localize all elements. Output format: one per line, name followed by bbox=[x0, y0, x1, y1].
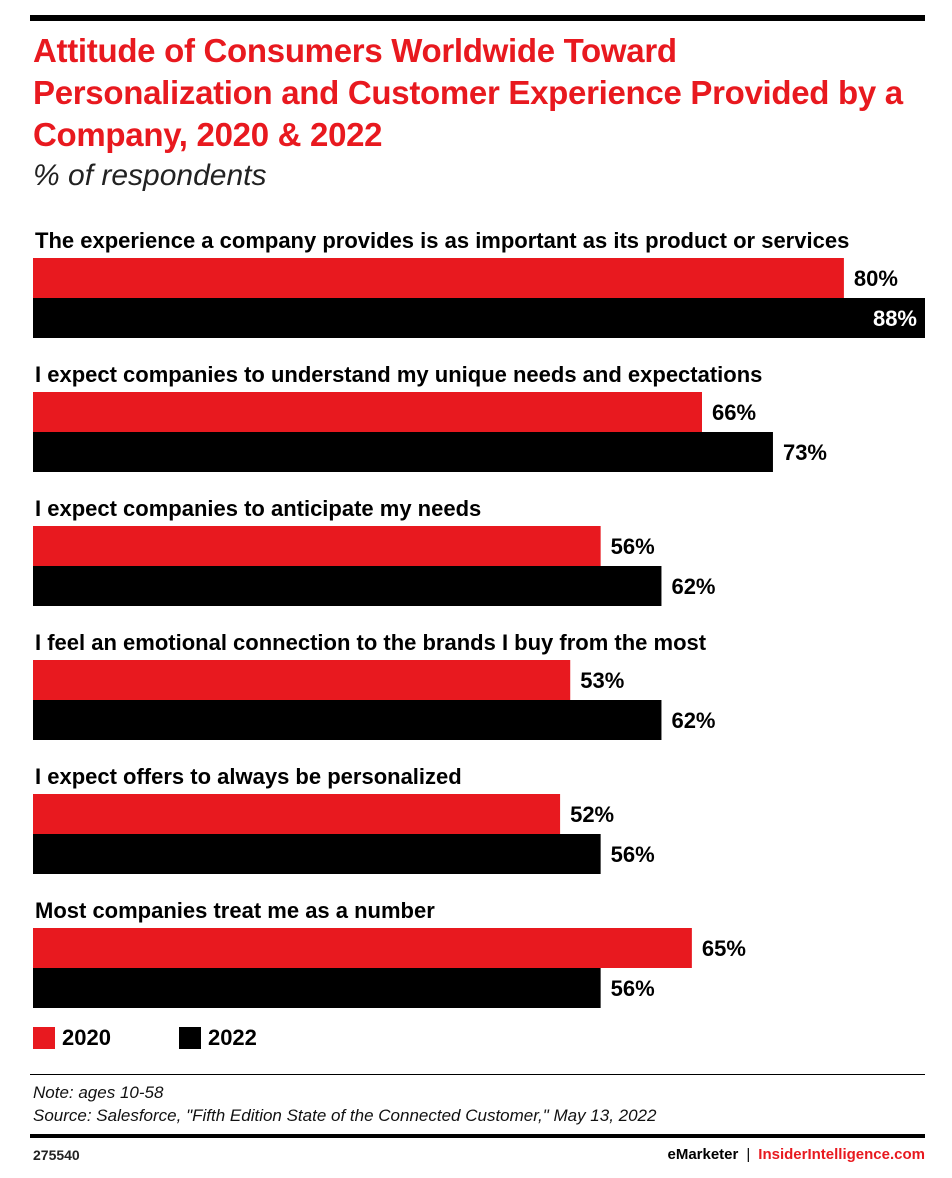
category-label: Most companies treat me as a number bbox=[35, 898, 435, 923]
legend-swatch-2020 bbox=[33, 1027, 55, 1049]
bar-2022 bbox=[33, 566, 662, 606]
brand-insider-intelligence[interactable]: InsiderIntelligence.com bbox=[758, 1146, 925, 1163]
legend: 2020 2022 bbox=[33, 1025, 325, 1051]
legend-item-2022: 2022 bbox=[178, 1025, 257, 1051]
category-label: The experience a company provides is as … bbox=[35, 228, 849, 253]
data-label-2020: 66% bbox=[712, 400, 756, 425]
data-label-2022: 56% bbox=[611, 842, 655, 867]
bar-2020 bbox=[33, 928, 692, 968]
data-label-2022: 88% bbox=[873, 306, 917, 331]
data-label-2020: 53% bbox=[580, 668, 624, 693]
data-label-2020: 65% bbox=[702, 936, 746, 961]
data-label-2020: 56% bbox=[611, 534, 655, 559]
data-label-2022: 73% bbox=[783, 440, 827, 465]
data-label-2020: 52% bbox=[570, 802, 614, 827]
bottom-rule bbox=[30, 1134, 925, 1138]
data-label-2022: 62% bbox=[671, 708, 715, 733]
bar-chart: The experience a company provides is as … bbox=[33, 228, 925, 1008]
category-label: I expect companies to understand my uniq… bbox=[35, 362, 762, 387]
chart-id: 275540 bbox=[33, 1147, 80, 1163]
bar-2022 bbox=[33, 834, 601, 874]
bar-2022 bbox=[33, 298, 925, 338]
category-label: I expect companies to anticipate my need… bbox=[35, 496, 481, 521]
chart-title: Attitude of Consumers Worldwide Toward P… bbox=[33, 32, 903, 153]
bar-2022 bbox=[33, 968, 601, 1008]
bar-2020 bbox=[33, 526, 601, 566]
source-line: Source: Salesforce, "Fifth Edition State… bbox=[33, 1106, 657, 1125]
bar-2020 bbox=[33, 660, 571, 700]
legend-label-2020: 2020 bbox=[62, 1025, 111, 1050]
category-label: I feel an emotional connection to the br… bbox=[35, 630, 707, 655]
brand-credit: eMarketer | InsiderIntelligence.com bbox=[667, 1146, 925, 1163]
data-label-2020: 80% bbox=[854, 266, 898, 291]
footer-divider bbox=[30, 1074, 925, 1075]
brand-separator: | bbox=[746, 1146, 751, 1163]
footnote: Note: ages 10-58 bbox=[33, 1083, 164, 1102]
chart-subtitle: % of respondents bbox=[33, 159, 267, 192]
category-label: I expect offers to always be personalize… bbox=[35, 764, 462, 789]
brand-emarketer: eMarketer bbox=[667, 1146, 739, 1163]
bar-2022 bbox=[33, 432, 773, 472]
bar-2022 bbox=[33, 700, 662, 740]
data-label-2022: 62% bbox=[671, 574, 715, 599]
top-rule bbox=[30, 15, 925, 21]
legend-label-2022: 2022 bbox=[207, 1025, 257, 1050]
bar-2020 bbox=[33, 794, 561, 834]
legend-swatch-2022 bbox=[178, 1027, 201, 1049]
bar-2020 bbox=[33, 392, 702, 432]
legend-item-2020: 2020 bbox=[33, 1025, 111, 1051]
bar-2020 bbox=[33, 258, 844, 298]
data-label-2022: 56% bbox=[611, 976, 655, 1001]
